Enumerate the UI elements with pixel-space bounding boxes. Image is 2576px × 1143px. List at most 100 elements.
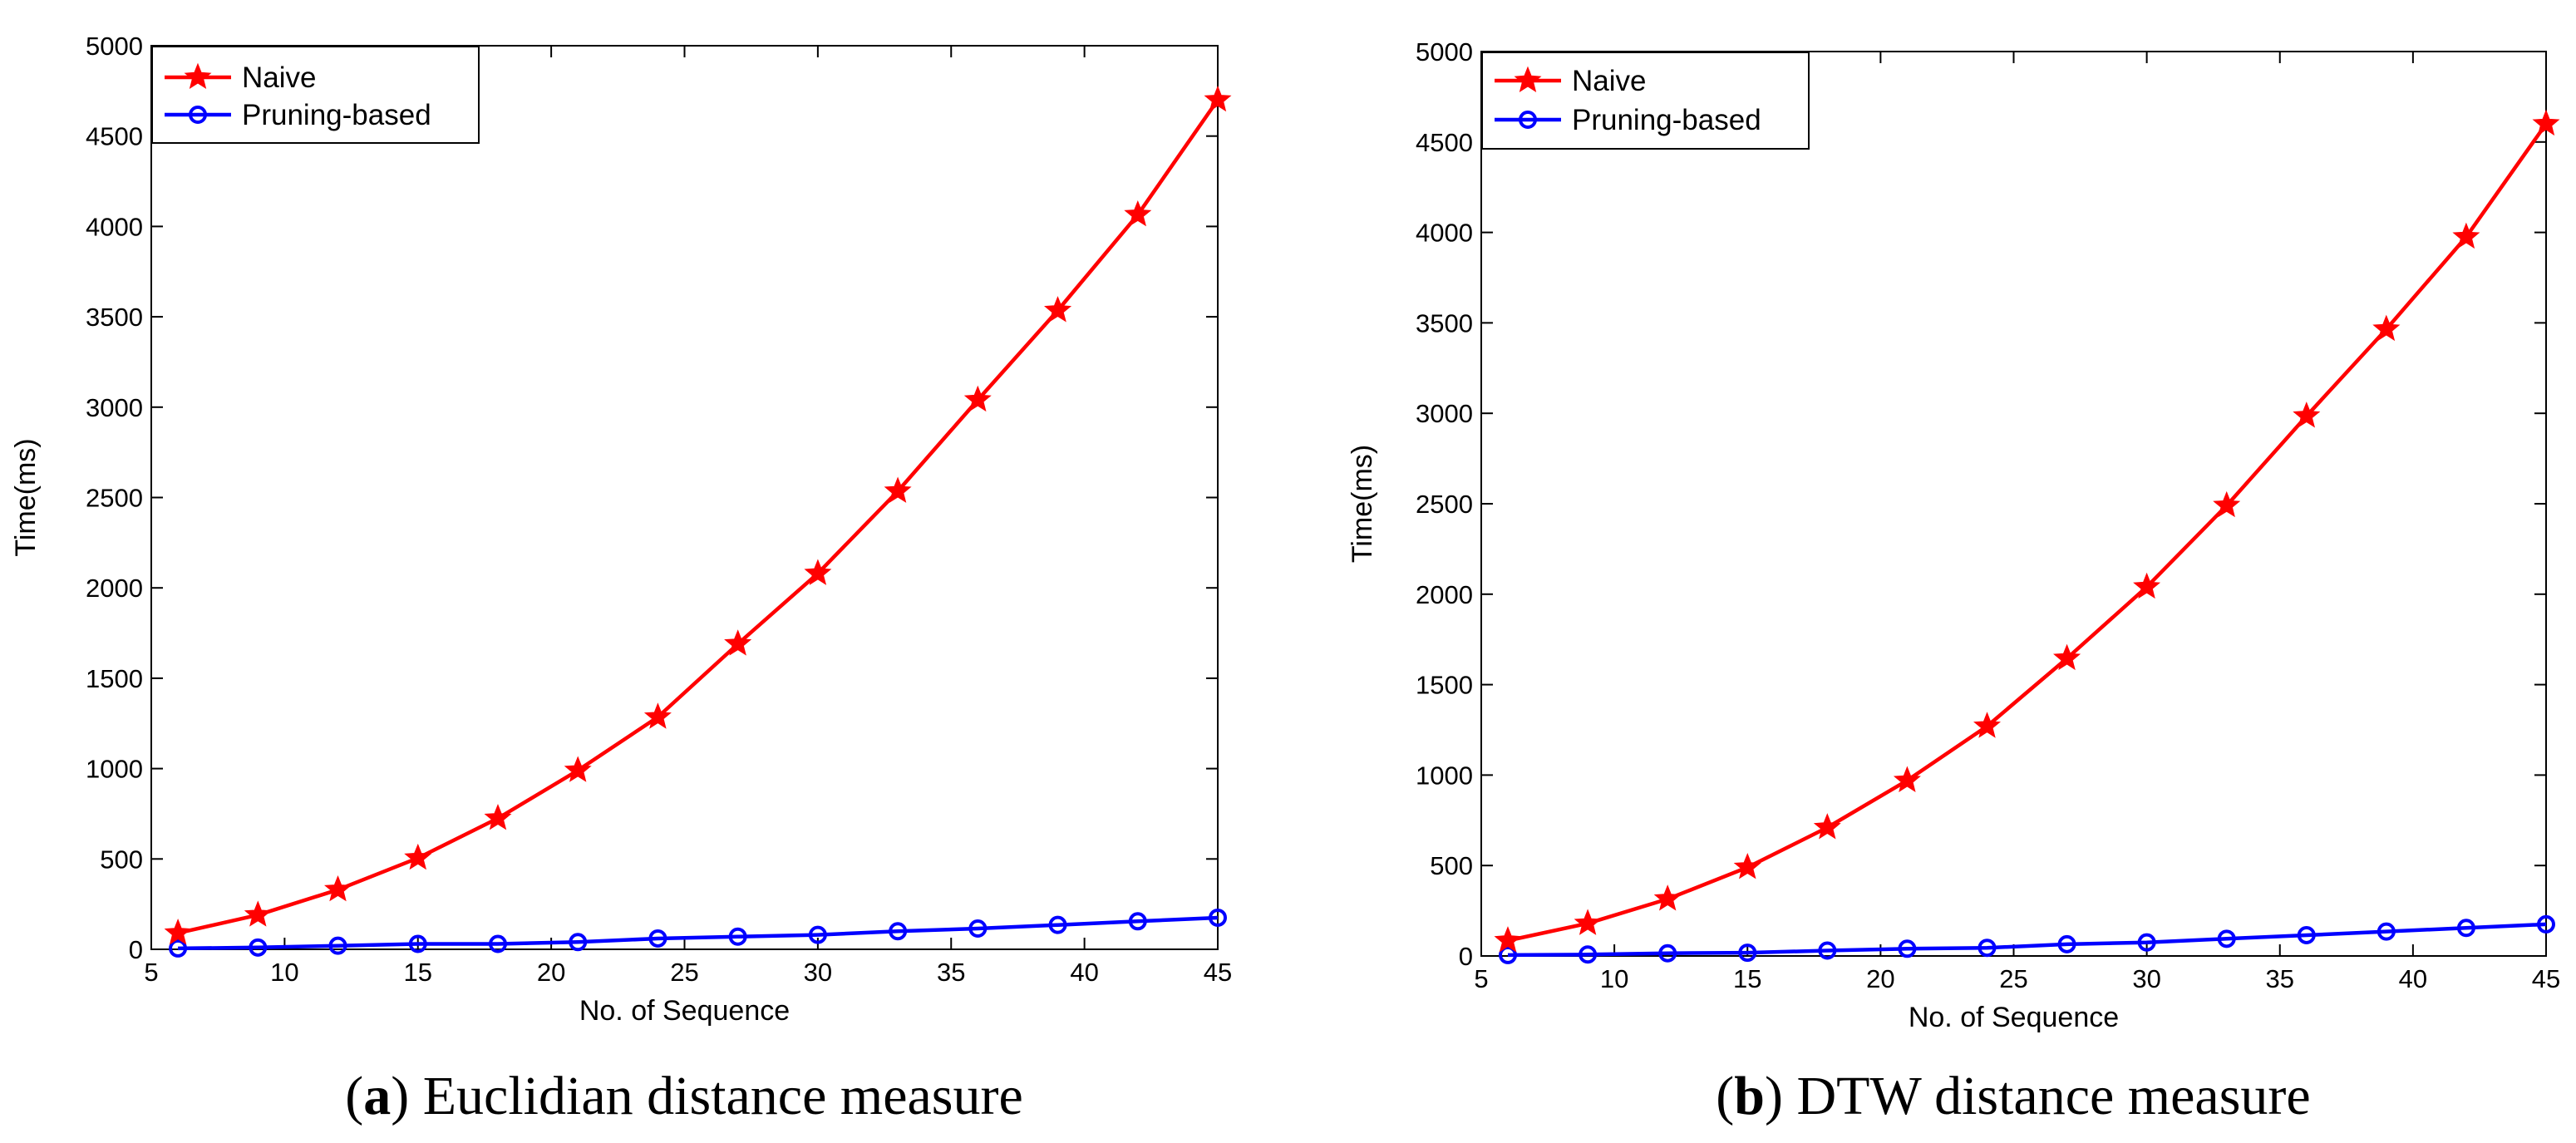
caption-text: DTW distance measure [1783, 1066, 2311, 1126]
legend-entry-label: Pruning-based [242, 99, 431, 131]
pruning-point [2217, 929, 2236, 948]
y-tick-label: 3500 [86, 303, 143, 332]
series-line-pruning-based [1507, 922, 2547, 958]
pruning-point [1978, 939, 1997, 958]
pruning-point [2456, 919, 2475, 938]
pruning-point [1579, 945, 1598, 964]
x-tick-label: 10 [1600, 964, 1628, 993]
series-line-naive [1507, 122, 2548, 943]
y-tick-label: 4000 [1416, 219, 1473, 248]
naive-point [1574, 909, 1602, 935]
naive-point [1044, 296, 1072, 323]
x-tick-label: 25 [1999, 964, 2027, 993]
naive-point [804, 559, 832, 585]
y-tick-label: 3000 [86, 393, 143, 422]
naive-point [1893, 766, 1921, 792]
x-tick-label: 30 [804, 958, 832, 987]
y-tick-label: 2000 [1416, 580, 1473, 609]
naive-point [484, 804, 512, 830]
pruning-point [728, 927, 747, 946]
legend-entry-label: Naive [1572, 65, 1646, 97]
panel-a: 5 10 15 20 25 30 35 40 45 0 500 1000 1500 2000 2500 300… [10, 32, 1232, 1126]
pruning-point [2057, 934, 2076, 953]
naive-point [1124, 200, 1152, 227]
series-line-naive [177, 98, 1219, 935]
caption-close-paren: ) [1765, 1066, 1783, 1126]
plot-area [1480, 51, 2547, 957]
naive-point [1204, 85, 1232, 112]
x-tick-label: 35 [937, 958, 965, 987]
naive-point [1653, 884, 1682, 911]
pruning-point [1818, 941, 1837, 960]
legend-entry-label: Pruning-based [1572, 104, 1761, 136]
legend-box [151, 46, 480, 144]
series-line-pruning-based [178, 915, 1219, 951]
naive-point [724, 629, 752, 656]
pruning-point [1898, 939, 1917, 958]
pruning-point [968, 919, 988, 938]
caption-close-paren: ) [391, 1066, 409, 1126]
pruning-point [169, 939, 188, 958]
pruning-point [1738, 943, 1757, 963]
x-tick-label: 40 [1070, 958, 1098, 987]
caption-open-paren: ( [345, 1066, 363, 1126]
y-tick-label: 1500 [86, 664, 143, 693]
naive-point [2133, 572, 2161, 599]
naive-point [1813, 813, 1841, 840]
pruning-point [2377, 922, 2396, 941]
naive-point [404, 843, 432, 870]
pruning-point [2297, 925, 2316, 944]
pruning-point [1048, 915, 1067, 934]
legend-circle-marker [189, 106, 207, 124]
naive-point [324, 874, 352, 902]
naive-point [643, 702, 672, 729]
y-tick-label: 1000 [86, 755, 143, 784]
naive-point [884, 476, 912, 503]
legend-star-marker [184, 62, 212, 89]
panel-b: 5 10 15 20 25 30 35 40 45 0 500 1000 1500 2000 2500 300… [1347, 37, 2560, 1126]
x-axis-label: No. of Sequence [579, 995, 790, 1027]
y-tick-label: 2000 [86, 574, 143, 603]
y-tick-label: 0 [1459, 942, 1473, 971]
caption-letter: b [1734, 1066, 1765, 1126]
x-tick-label: 25 [670, 958, 698, 987]
pruning-point [328, 936, 347, 955]
x-tick-label: 5 [144, 958, 158, 987]
pruning-point [648, 929, 667, 948]
y-tick-label: 1000 [1416, 761, 1473, 790]
y-tick-label: 2500 [1416, 490, 1473, 519]
y-tick-label: 4500 [1416, 128, 1473, 157]
panel-caption: (a) Euclidian distance measure [345, 1066, 1023, 1126]
x-tick-label: 35 [2266, 964, 2294, 993]
x-tick-label: 45 [1204, 958, 1232, 987]
pruning-point [1209, 908, 1227, 927]
pruning-point [808, 925, 827, 944]
naive-point [2293, 402, 2321, 428]
pruning-point [408, 934, 427, 953]
x-tick-label: 30 [2132, 964, 2160, 993]
caption-text: Euclidian distance measure [409, 1066, 1023, 1126]
pruning-point [569, 933, 588, 952]
y-tick-label: 5000 [1416, 37, 1473, 67]
naive-point [564, 756, 592, 782]
legend-entry-label: Naive [242, 62, 316, 94]
naive-point [963, 385, 992, 412]
caption-letter: a [363, 1066, 391, 1126]
y-tick-label: 500 [1430, 851, 1473, 880]
y-axis-label: Time(ms) [1347, 445, 1378, 563]
x-tick-label: 5 [1474, 964, 1488, 993]
pruning-point [488, 934, 507, 953]
legend-box [1481, 52, 1810, 150]
y-tick-label: 5000 [86, 32, 143, 61]
y-tick-label: 3000 [1416, 399, 1473, 428]
y-tick-label: 500 [100, 845, 143, 874]
y-axis-label: Time(ms) [10, 438, 42, 556]
naive-point [164, 919, 192, 945]
x-tick-label: 45 [2532, 964, 2560, 993]
y-tick-label: 2500 [86, 484, 143, 513]
naive-point [2213, 490, 2241, 518]
naive-point [2532, 109, 2560, 136]
legend-star-marker [1514, 66, 1542, 92]
caption-open-paren: ( [1716, 1066, 1734, 1126]
